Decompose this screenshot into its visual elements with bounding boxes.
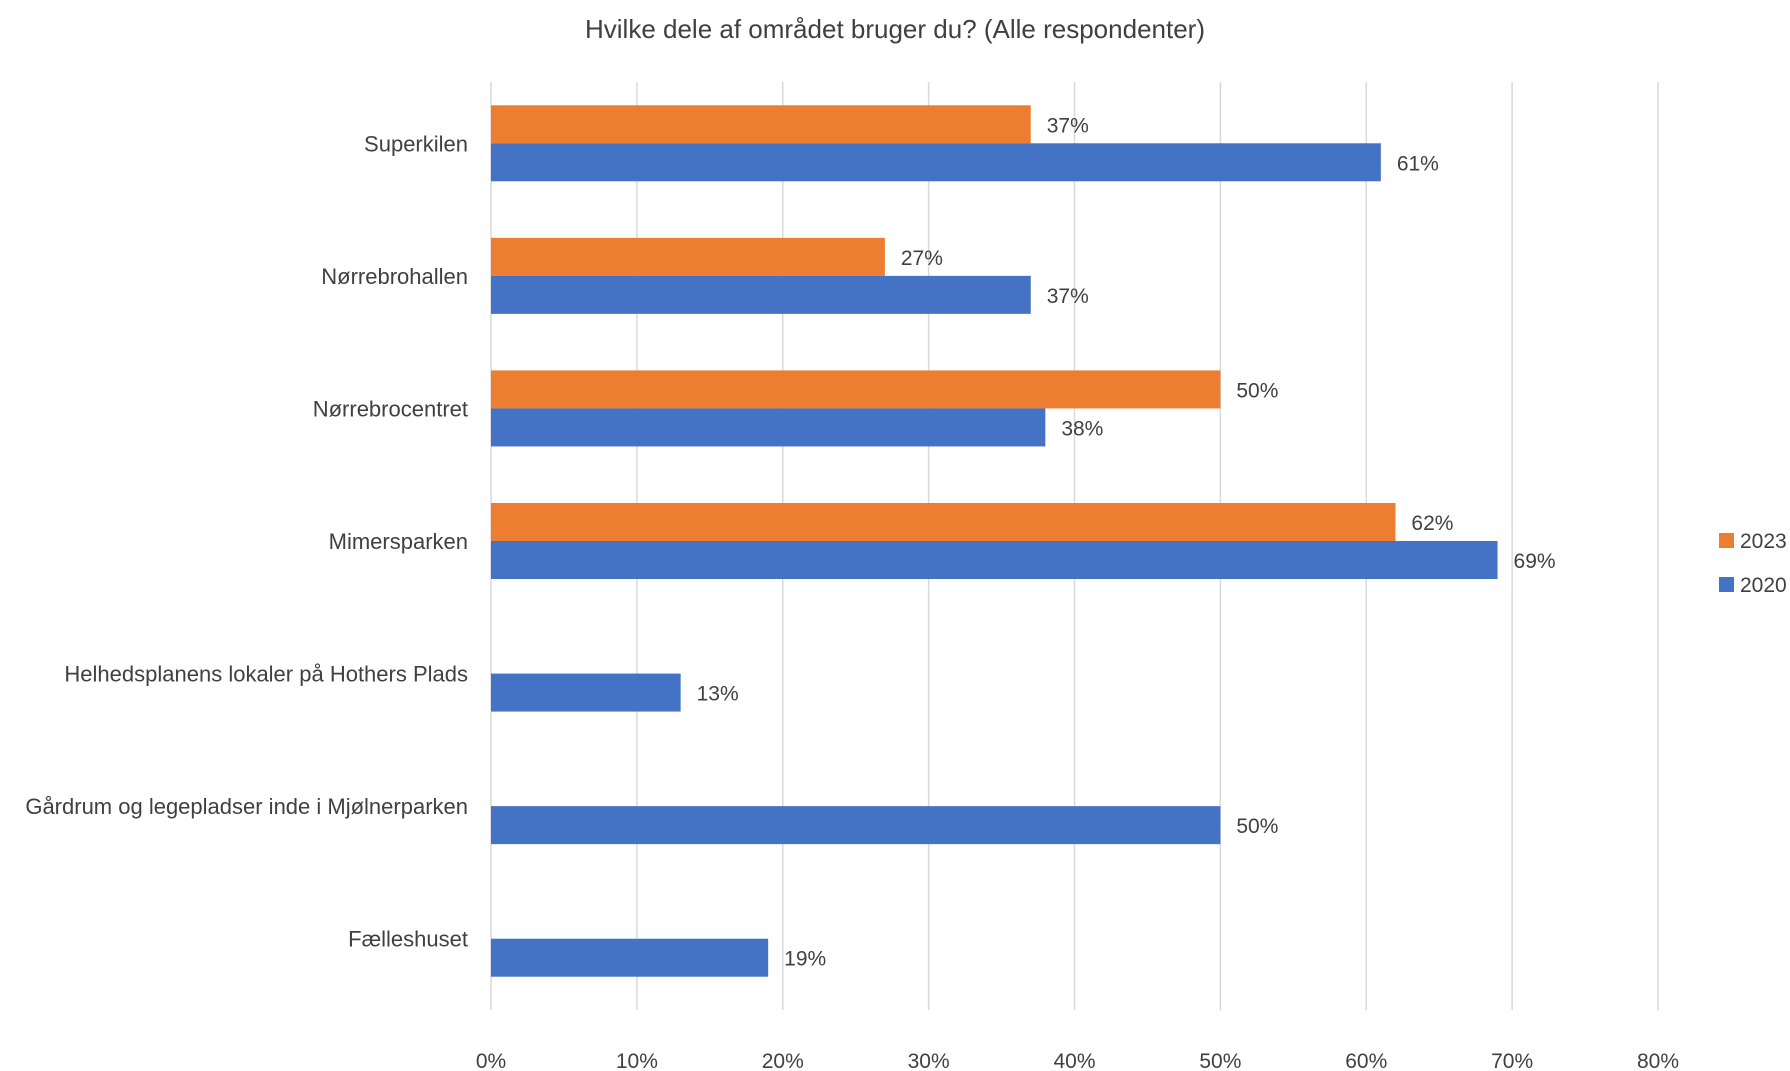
bar-2020: [491, 143, 1381, 182]
data-label: 38%: [1061, 417, 1103, 440]
bar-2020: [491, 806, 1221, 845]
category-label: Nørrebrohallen: [321, 264, 468, 289]
bar-2020: [491, 408, 1046, 447]
x-tick-label: 20%: [762, 1050, 804, 1071]
data-label: 61%: [1397, 152, 1439, 175]
category-label: Helhedsplanens lokaler på Hothers Plads: [64, 662, 468, 687]
legend-label: 2023: [1740, 530, 1787, 553]
bar-2023: [491, 237, 885, 276]
bar-2023: [491, 105, 1031, 144]
x-tick-label: 40%: [1053, 1050, 1095, 1071]
x-tick-label: 70%: [1491, 1050, 1533, 1071]
x-tick-label: 30%: [908, 1050, 950, 1071]
legend: 2023 2020: [1719, 530, 1787, 597]
bar-2020: [491, 938, 769, 977]
x-tick-label: 10%: [616, 1050, 658, 1071]
bar-2020: [491, 541, 1498, 579]
bar-2020: [491, 275, 1031, 314]
bar-2020: [491, 673, 681, 712]
labels: 0% 10% 20% 30% 40% 50% 60% 70% 80% Superkilen 37% 6…: [25, 114, 1679, 1071]
data-label: 69%: [1514, 550, 1556, 573]
bars: [491, 105, 1498, 977]
data-label: 27%: [901, 247, 943, 270]
chart-title: Hvilke dele af området bruger du? (Alle …: [584, 14, 1205, 44]
data-label: 50%: [1236, 379, 1278, 402]
data-label: 19%: [784, 948, 826, 971]
legend-swatch-2020: [1719, 577, 1734, 592]
category-label: Mimersparken: [329, 529, 468, 554]
category-label: Nørrebrocentret: [313, 396, 468, 421]
data-label: 62%: [1411, 512, 1453, 535]
data-label: 13%: [697, 683, 739, 706]
x-tick-label: 50%: [1199, 1050, 1241, 1071]
data-label: 37%: [1047, 285, 1089, 308]
category-label: Superkilen: [364, 131, 468, 156]
x-tick-label: 0%: [476, 1050, 506, 1071]
x-tick-label: 80%: [1637, 1050, 1679, 1071]
category-label: Fælleshuset: [348, 927, 468, 952]
x-tick-label: 60%: [1345, 1050, 1387, 1071]
bar-2023: [491, 503, 1396, 541]
category-label: Gårdrum og legepladser inde i Mjølnerpar…: [25, 794, 468, 819]
data-label: 37%: [1047, 114, 1089, 137]
data-label: 50%: [1236, 815, 1278, 838]
legend-label: 2020: [1740, 574, 1787, 597]
legend-swatch-2023: [1719, 533, 1734, 548]
bar-2023: [491, 370, 1221, 409]
